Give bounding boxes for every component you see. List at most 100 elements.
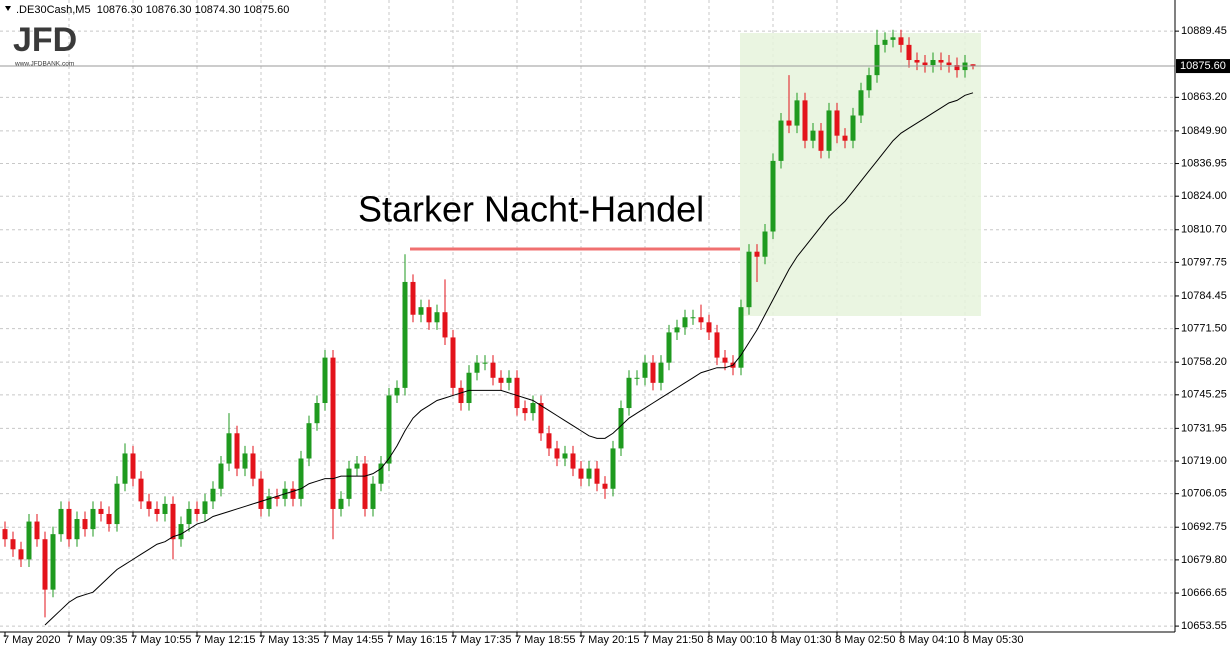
candle-body bbox=[114, 483, 120, 525]
candle-body bbox=[266, 496, 272, 509]
y-tick-label: 10719.00 bbox=[1181, 455, 1227, 467]
candle-body bbox=[506, 377, 512, 383]
candle-body bbox=[290, 488, 296, 499]
y-tick-label: 10771.50 bbox=[1181, 323, 1227, 335]
candle-body bbox=[922, 62, 928, 66]
candle-body bbox=[338, 498, 344, 509]
candle-body bbox=[250, 453, 256, 479]
candle-body bbox=[98, 508, 104, 514]
candle-body bbox=[202, 501, 208, 514]
x-tick-label: 8 May 01:30 bbox=[771, 634, 832, 646]
y-tick-label: 10863.20 bbox=[1181, 91, 1227, 103]
candle-body bbox=[554, 448, 560, 459]
candle-body bbox=[138, 478, 144, 502]
candle-body bbox=[802, 100, 808, 141]
candle-body bbox=[650, 362, 656, 383]
y-tick-label: 10692.75 bbox=[1181, 521, 1227, 533]
candle-body bbox=[898, 37, 904, 45]
candle-body bbox=[122, 453, 128, 484]
candle-body bbox=[370, 483, 376, 509]
x-tick-label: 7 May 13:35 bbox=[259, 634, 320, 646]
moving-average bbox=[44, 92, 974, 626]
candle-body bbox=[866, 75, 872, 91]
candle-body bbox=[330, 357, 336, 509]
candle-body bbox=[74, 519, 80, 540]
candle-body bbox=[706, 322, 712, 333]
candle-body bbox=[594, 468, 600, 484]
candle-body bbox=[458, 387, 464, 404]
x-tick-label: 7 May 14:55 bbox=[323, 634, 384, 646]
candle-body bbox=[818, 130, 824, 151]
highlight-box bbox=[740, 33, 981, 316]
candle-body bbox=[498, 377, 504, 383]
candle-body bbox=[738, 307, 744, 368]
x-tick-label: 8 May 04:10 bbox=[899, 634, 960, 646]
candle-body bbox=[514, 377, 520, 409]
candle-body bbox=[810, 130, 816, 141]
candle-body bbox=[210, 488, 216, 502]
y-tick-label: 10810.70 bbox=[1181, 224, 1227, 236]
candle-body bbox=[666, 332, 672, 363]
candle-body bbox=[842, 135, 848, 141]
candle-body bbox=[154, 508, 160, 514]
candle-body bbox=[426, 307, 432, 323]
candle-body bbox=[570, 453, 576, 469]
candle-body bbox=[450, 337, 456, 388]
candle-body bbox=[882, 39, 888, 45]
candle-body bbox=[602, 483, 608, 489]
y-tick-label: 10849.90 bbox=[1181, 125, 1227, 137]
candle-body bbox=[946, 62, 952, 66]
y-tick-label: 10797.75 bbox=[1181, 256, 1227, 268]
candle-body bbox=[850, 115, 856, 141]
y-tick-label: 10731.95 bbox=[1181, 422, 1227, 434]
candle-body bbox=[474, 362, 480, 373]
candle-body bbox=[674, 327, 680, 333]
x-tick-label: 7 May 10:55 bbox=[131, 634, 192, 646]
candle-body bbox=[234, 433, 240, 469]
x-tick-label: 7 May 16:15 bbox=[387, 634, 448, 646]
x-tick-label: 7 May 21:50 bbox=[643, 634, 704, 646]
candle-body bbox=[930, 60, 936, 66]
candle-body bbox=[642, 362, 648, 378]
candle-body bbox=[522, 408, 528, 414]
candle-body bbox=[346, 468, 352, 499]
candle-body bbox=[18, 549, 24, 560]
candle-body bbox=[530, 403, 536, 414]
candle-body bbox=[762, 231, 768, 257]
y-tick-label: 10679.80 bbox=[1181, 554, 1227, 566]
candle-body bbox=[490, 362, 496, 378]
candle-body bbox=[42, 539, 48, 590]
candle-body bbox=[410, 281, 416, 315]
candle-body bbox=[970, 64, 976, 67]
candle-body bbox=[794, 100, 800, 126]
candle-body bbox=[314, 403, 320, 424]
y-tick-label: 10666.65 bbox=[1181, 587, 1227, 599]
candle-body bbox=[242, 453, 248, 469]
candle-body bbox=[58, 508, 64, 535]
current-price-label: 10875.60 bbox=[1180, 60, 1226, 72]
candle-body bbox=[778, 120, 784, 161]
candle-body bbox=[418, 307, 424, 315]
candle-body bbox=[786, 120, 792, 126]
candle-body bbox=[442, 312, 448, 338]
candle-body bbox=[658, 362, 664, 383]
candle-body bbox=[146, 501, 152, 509]
candle-body bbox=[386, 395, 392, 464]
candle-body bbox=[170, 503, 176, 540]
candle-body bbox=[106, 513, 112, 525]
candle-body bbox=[354, 463, 360, 469]
current-price-box bbox=[1176, 59, 1230, 74]
candle-body bbox=[890, 37, 896, 40]
candle-body bbox=[578, 468, 584, 479]
candle-body bbox=[906, 44, 912, 61]
candle-body bbox=[26, 521, 32, 560]
candle-body bbox=[546, 433, 552, 449]
candle-body bbox=[954, 65, 960, 71]
candle-body bbox=[322, 357, 328, 404]
candle-body bbox=[90, 508, 96, 530]
header: .DE30Cash,M5 10876.30 10876.30 10874.30 … bbox=[16, 4, 289, 16]
candle-body bbox=[858, 90, 864, 116]
candle-body bbox=[10, 539, 16, 550]
x-tick-label: 7 May 20:15 bbox=[579, 634, 640, 646]
